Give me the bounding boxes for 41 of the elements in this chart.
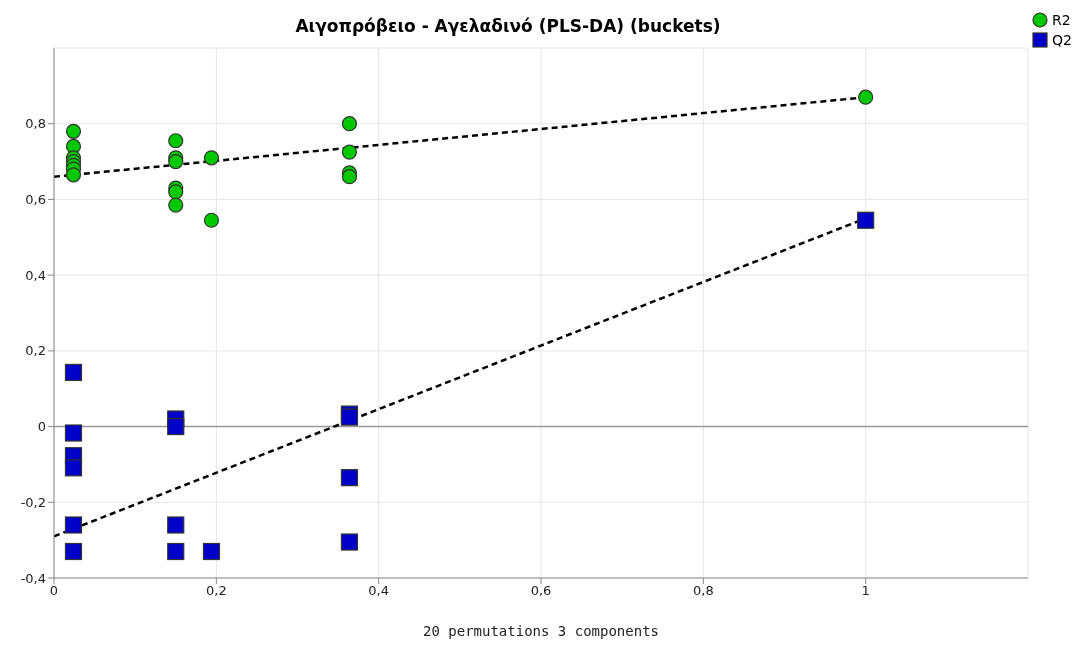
- point: [341, 116, 358, 132]
- point: [64, 424, 83, 442]
- point: [340, 469, 359, 487]
- y-tick-label: 0,4: [25, 267, 46, 283]
- point: [64, 459, 83, 477]
- point: [167, 542, 185, 561]
- point: [202, 542, 221, 561]
- y-tick-label: 0,2: [25, 343, 46, 359]
- point: [64, 542, 83, 561]
- y-tick-label: 0: [37, 419, 46, 435]
- point: [857, 211, 875, 229]
- x-tick-label: 0,8: [692, 583, 714, 599]
- point: [168, 184, 184, 200]
- legend-label: Q2: [1052, 32, 1072, 48]
- point: [168, 133, 184, 149]
- x-tick-label: 0,4: [368, 583, 390, 599]
- x-axis-title: 20 permutations 3 components: [422, 623, 660, 639]
- point: [203, 150, 220, 166]
- point: [858, 89, 874, 105]
- y-tick-label: -0,2: [20, 494, 46, 510]
- x-tick-label: 0,6: [530, 583, 552, 599]
- y-tick-label: 0,8: [25, 116, 46, 132]
- point: [341, 144, 358, 160]
- point: [65, 167, 82, 183]
- y-tick-label: -0,4: [20, 570, 46, 586]
- point: [65, 123, 82, 139]
- legend-label: R2: [1052, 12, 1071, 28]
- x-tick-label: 0: [49, 583, 59, 599]
- x-tick-label: 0,2: [205, 583, 227, 599]
- chart-title: Αιγοπρόβειο - Αγελαδινό (PLS-DA) (buckets): [294, 16, 722, 36]
- point: [168, 197, 184, 213]
- point: [341, 169, 358, 185]
- point: [168, 153, 184, 170]
- point: [167, 417, 185, 436]
- x-tick-label: 1: [861, 583, 870, 599]
- point: [64, 516, 83, 534]
- point: [203, 212, 220, 228]
- y-tick-label: 0,6: [25, 192, 46, 208]
- point: [167, 516, 185, 534]
- point: [340, 533, 359, 551]
- point: [64, 363, 83, 382]
